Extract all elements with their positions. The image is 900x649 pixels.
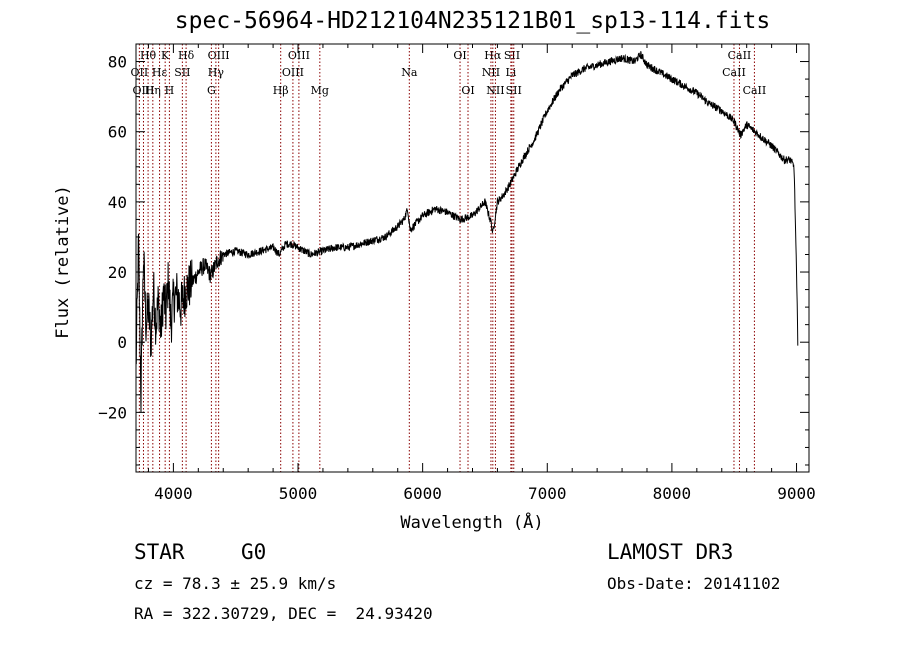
line-marker-label-4: Hε	[152, 66, 168, 79]
plot-frame	[135, 43, 810, 473]
line-marker-label-7: H	[165, 84, 175, 97]
line-marker-label-12: Hβ	[273, 84, 289, 97]
x-tick-label-0: 4000	[154, 484, 193, 503]
y-tick-label-4: 60	[108, 123, 127, 142]
spectral-subclass: G0	[241, 540, 267, 564]
line-marker-label-11: G	[207, 84, 216, 97]
axes-layer	[135, 43, 810, 473]
line-marker-label-16: Na	[401, 66, 418, 79]
line-marker-label-0: Hθ	[140, 49, 157, 62]
line-marker-label-27: CaII	[743, 84, 767, 97]
tick-layer: 4000 5000 6000 7000 8000 9000 −20 0 20 40 60 80	[98, 43, 816, 503]
line-marker-label-22: SII	[504, 49, 520, 62]
line-marker-label-18: OI	[461, 84, 474, 97]
x-tick-label-1: 5000	[279, 484, 318, 503]
y-tick-label-1: 0	[117, 333, 127, 352]
line-marker-label-3: K	[161, 49, 170, 62]
line-marker-label-19: Hα	[484, 49, 502, 62]
x-axis-label: Wavelength (Å)	[400, 511, 543, 533]
object-class: STAR	[134, 540, 185, 564]
line-marker-label-25: CaII	[728, 49, 752, 62]
y-tick-label-3: 40	[108, 193, 127, 212]
spectrum-chart: Hθ OII OIII K Hε Hη SII H Hδ OIII Hγ G Hβ OIII OIII Mg N…	[53, 43, 816, 533]
line-marker-label-10: Hγ	[208, 66, 225, 79]
x-tick-label-4: 8000	[653, 484, 692, 503]
x-tick-label-3: 7000	[528, 484, 567, 503]
chart-title: spec-56964-HD212104N235121B01_sp13-114.f…	[174, 8, 771, 34]
line-marker-label-6: SII	[174, 66, 190, 79]
line-marker-label-21: NII	[486, 84, 504, 97]
line-marker-label-23: Li	[505, 66, 516, 79]
spectrum-layer	[135, 51, 799, 413]
ra-dec-coordinates: RA = 322.30729, DEC = 24.93420	[134, 604, 433, 623]
y-axis-label: Flux (relative)	[53, 185, 73, 339]
line-marker-label-24: SII	[506, 84, 522, 97]
observation-date: Obs-Date: 20141102	[607, 574, 781, 593]
line-marker-label-2: OIII	[132, 84, 154, 97]
line-marker-label-20: NII	[482, 66, 500, 79]
line-marker-label-5: Hη	[145, 84, 161, 97]
y-tick-label-2: 20	[108, 263, 127, 282]
line-marker-label-26: CaII	[722, 66, 746, 79]
line-marker-label-14: OIII	[282, 66, 304, 79]
line-marker-label-9: OIII	[208, 49, 230, 62]
line-marker-label-1: OII	[131, 66, 149, 79]
survey-name: LAMOST DR3	[607, 540, 734, 564]
line-marker-label-17: OI	[453, 49, 466, 62]
y-tick-label-0: −20	[98, 403, 127, 422]
x-tick-label-2: 6000	[403, 484, 442, 503]
line-marker-label-15: Mg	[311, 84, 329, 97]
y-tick-label-5: 80	[108, 53, 127, 72]
spectrum-line-0	[135, 51, 799, 413]
redshift-velocity: cz = 78.3 ± 25.9 km/s	[134, 574, 337, 593]
line-marker-layer: Hθ OII OIII K Hε Hη SII H Hδ OIII Hγ G Hβ OIII OIII Mg N…	[131, 44, 767, 472]
line-marker-label-13: OIII	[288, 49, 310, 62]
line-marker-label-8: Hδ	[178, 49, 195, 62]
x-tick-label-5: 9000	[777, 484, 816, 503]
